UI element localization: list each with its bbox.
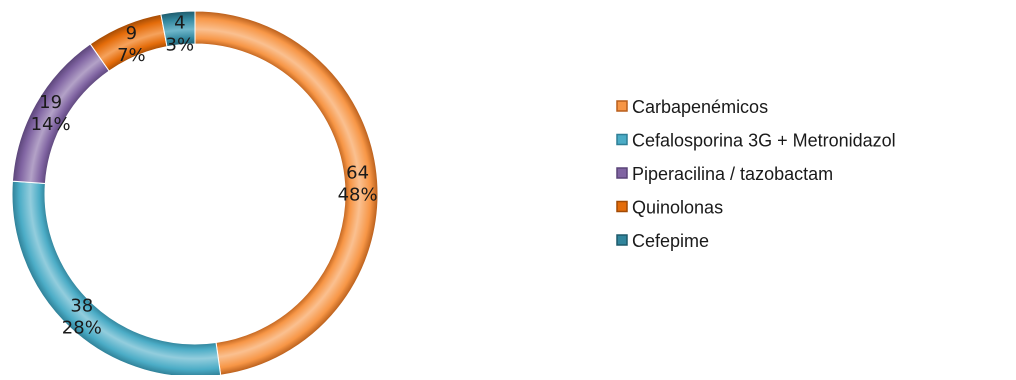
- percent-label-carbapenemicos: 48%: [338, 185, 378, 206]
- percent-label-quinolonas: 7%: [117, 45, 146, 66]
- legend: Carbapenémicos Cefalosporina 3G + Metroni…: [616, 97, 896, 251]
- legend-swatch-quinolonas: [616, 200, 628, 213]
- legend-swatch-cefepime: [616, 234, 628, 246]
- value-label-quinolonas: 9: [126, 23, 137, 44]
- legend-label-cefepime: Cefepime: [632, 231, 709, 251]
- legend-swatch-carbapenemicos: [616, 100, 628, 112]
- value-label-cefalosporina-3g-metronidazol: 38: [70, 295, 93, 316]
- legend-swatch-piperacilina-tazobactam: [616, 167, 628, 179]
- slice-cefalosporina-3g-metronidazol: [11, 180, 222, 378]
- percent-label-cefepime: 3%: [166, 35, 195, 56]
- percent-label-piperacilina-tazobactam: 14%: [31, 114, 71, 135]
- value-label-cefepime: 4: [174, 13, 185, 34]
- value-label-piperacilina-tazobactam: 19: [39, 92, 62, 113]
- doughnut-slices: [11, 10, 379, 378]
- slice-cefepime: [160, 10, 196, 48]
- legend-label-quinolonas: Quinolonas: [632, 198, 723, 218]
- legend-swatch-cefalosporina-3g-metronidazol: [616, 133, 628, 146]
- legend-label-cefalosporina-3g-metronidazol: Cefalosporina 3G + Metronidazol: [632, 131, 896, 151]
- percent-label-cefalosporina-3g-metronidazol: 28%: [62, 317, 102, 338]
- legend-label-piperacilina-tazobactam: Piperacilina / tazobactam: [632, 164, 833, 184]
- legend-label-carbapenemicos: Carbapenémicos: [632, 97, 768, 117]
- value-label-carbapenemicos: 64: [346, 163, 369, 184]
